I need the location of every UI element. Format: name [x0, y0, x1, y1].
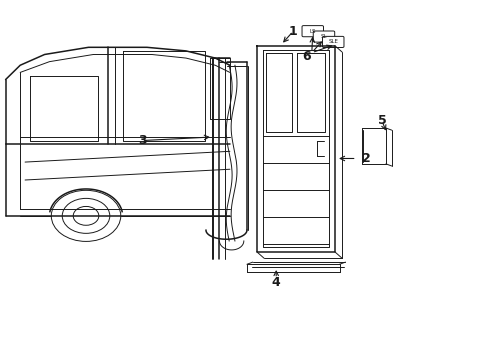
Text: 2: 2 [361, 152, 369, 165]
Text: SL: SL [320, 34, 326, 39]
FancyBboxPatch shape [322, 36, 343, 48]
Text: 4: 4 [271, 276, 280, 289]
Text: 5: 5 [377, 114, 386, 127]
Text: LS: LS [309, 29, 315, 34]
Text: 1: 1 [288, 25, 297, 38]
FancyBboxPatch shape [302, 26, 323, 37]
FancyBboxPatch shape [313, 31, 334, 42]
Text: 6: 6 [302, 50, 310, 63]
Text: 3: 3 [138, 134, 146, 147]
Text: SLE: SLE [327, 40, 338, 44]
